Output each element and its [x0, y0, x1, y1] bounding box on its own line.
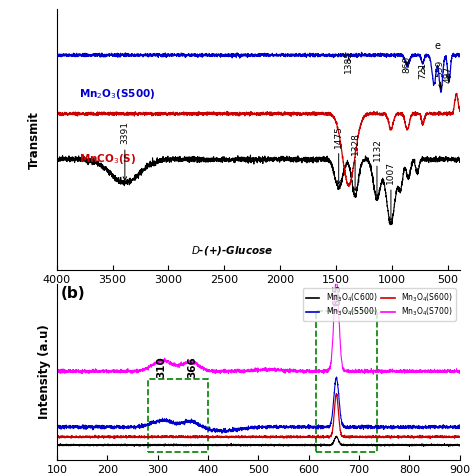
Text: Mn$_2$O$_3$(S500): Mn$_2$O$_3$(S500) — [79, 87, 155, 101]
Text: 1328: 1328 — [351, 132, 360, 191]
Y-axis label: Intensity (a.u): Intensity (a.u) — [38, 325, 51, 419]
Text: 1385: 1385 — [344, 50, 353, 73]
Bar — [316, 310, 377, 452]
Text: $D$-(+)-Glucose: $D$-(+)-Glucose — [191, 244, 273, 257]
Text: 310: 310 — [156, 356, 166, 377]
Text: 487: 487 — [444, 66, 453, 83]
Text: 1132: 1132 — [373, 138, 382, 196]
Text: (b): (b) — [61, 285, 85, 301]
Y-axis label: Transmit
: Transmit — [27, 111, 55, 169]
Legend: Mn$_3$O$_4$(C600), Mn$_3$O$_4$(S500), Mn$_3$O$_4$(S600), Mn$_3$O$_4$(S700): Mn$_3$O$_4$(C600), Mn$_3$O$_4$(S500), Mn… — [302, 288, 456, 321]
Text: 721: 721 — [419, 62, 428, 79]
X-axis label: Wavenumber (cm$^{-1}$): Wavenumber (cm$^{-1}$) — [186, 291, 330, 308]
Text: 1007: 1007 — [386, 162, 395, 220]
Text: 655: 655 — [333, 284, 343, 306]
Text: 559: 559 — [435, 59, 444, 89]
Text: 3391: 3391 — [120, 121, 129, 180]
Text: 860: 860 — [403, 55, 412, 73]
Text: MnCO$_3$(S): MnCO$_3$(S) — [79, 152, 137, 166]
Text: 1475: 1475 — [334, 125, 343, 184]
Bar — [147, 380, 208, 452]
Text: 366: 366 — [187, 356, 197, 377]
Text: e: e — [434, 41, 440, 51]
